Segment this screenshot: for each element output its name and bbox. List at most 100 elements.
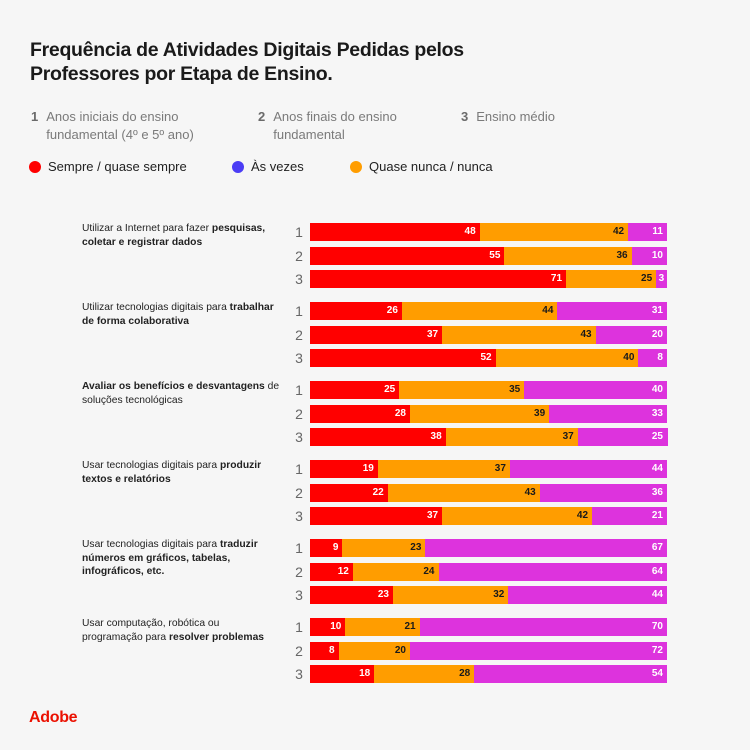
- bar-segment-sempre: [310, 381, 400, 399]
- bar-value-label: 10: [330, 621, 342, 632]
- bar-value-label: 11: [652, 226, 663, 237]
- stage-number: 2: [258, 109, 266, 124]
- bar-segment-as-vezes: [549, 404, 668, 423]
- bar-value-label: 54: [651, 668, 663, 679]
- bar-segment-quase-nunca: [387, 483, 541, 502]
- bar-value-label: 35: [509, 384, 521, 395]
- legend-dot-icon: [350, 160, 362, 173]
- bar-segment-as-vezes: [595, 325, 668, 344]
- bar-value-label: 48: [464, 226, 476, 237]
- bar-segment-quase-nunca: [409, 404, 550, 423]
- bar-value-label: 44: [542, 305, 554, 316]
- category-label-text: Usar tecnologias digitais para: [82, 539, 220, 550]
- stage-row-number: 1: [295, 382, 303, 398]
- bar-value-label: 3: [658, 273, 665, 284]
- bar-segment-sempre: [310, 428, 447, 446]
- bar-segment-as-vezes: [638, 349, 668, 367]
- bar-value-label: 26: [386, 305, 398, 316]
- stage-row-number: 3: [295, 587, 303, 603]
- category-label: Usar tecnologias digitais para produzir …: [82, 459, 282, 486]
- bar-segment-sempre: [310, 404, 411, 423]
- stage-number: 1: [31, 109, 39, 124]
- bar-segment-as-vezes: [524, 381, 668, 399]
- legend-dot-icon: [29, 160, 41, 173]
- bar-value-label: 43: [524, 486, 536, 498]
- bar-value-label: 8: [328, 644, 335, 656]
- category-label-text: Usar tecnologias digitais para: [82, 460, 220, 471]
- stage-label: Anos finais do ensino fundamental: [273, 109, 397, 142]
- bar-value-label: 40: [623, 352, 635, 363]
- legend-dot-icon: [232, 160, 244, 173]
- stage-label: Anos iniciais do ensino fundamental (4º …: [46, 109, 194, 142]
- category-label-bold: resolver problemas: [169, 631, 265, 643]
- bar-segment-sempre: [310, 618, 346, 636]
- stage-row-number: 2: [295, 405, 303, 422]
- stage-row-number: 2: [295, 563, 303, 580]
- category-label-bold: Avaliar os benefícios e desvantagens: [82, 381, 265, 392]
- bar-segment-quase-nunca: [392, 586, 509, 604]
- bar-segment-quase-nunca: [479, 223, 629, 241]
- bar-segment-sempre: [310, 223, 481, 241]
- bar-value-label: 21: [651, 510, 663, 521]
- bar-value-label: 37: [426, 328, 439, 340]
- bar-segment-quase-nunca: [445, 428, 579, 446]
- bar-segment-as-vezes: [509, 460, 668, 478]
- legend-item-sempre: Sempre / quase sempre: [29, 159, 187, 174]
- bar-value-label: 42: [576, 510, 589, 521]
- legend-label: Quase nunca / nunca: [369, 159, 493, 174]
- bar-segment-quase-nunca: [504, 246, 633, 265]
- bar-value-label: 25: [384, 384, 396, 395]
- stage-row-number: 3: [295, 429, 303, 445]
- bar-segment-as-vezes: [539, 483, 668, 502]
- bar-segment-sempre: [310, 641, 340, 660]
- bar-value-label: 21: [404, 621, 416, 632]
- bar-segment-quase-nunca: [342, 539, 426, 557]
- bar-segment-as-vezes: [474, 665, 668, 683]
- bar-value-label: 18: [359, 668, 371, 679]
- category-label: Utilizar tecnologias digitais para traba…: [82, 301, 282, 328]
- category-label: Usar tecnologias digitais para traduzir …: [82, 538, 282, 579]
- stage-number: 3: [461, 109, 469, 124]
- category-label-text: de soluções tecnológicas: [82, 381, 280, 406]
- category-label-text: Utilizar tecnologias digitais para: [82, 302, 230, 313]
- bar-value-label: 20: [651, 328, 663, 340]
- bar-value-label: 28: [459, 668, 471, 679]
- chart-title: Frequência de Atividades Digitais Pedida…: [30, 39, 464, 85]
- stage-row-number: 3: [295, 666, 303, 682]
- bar-segment-as-vezes: [438, 562, 668, 581]
- category-label: Avaliar os benefícios e desvantagens de …: [82, 380, 282, 407]
- bar-segment-sempre: [310, 483, 389, 502]
- bar-segment-quase-nunca: [338, 641, 411, 660]
- category-label-bold: produzir textos e relatórios: [82, 460, 262, 485]
- stage-row-number: 3: [295, 350, 303, 366]
- bar-value-label: 37: [562, 431, 574, 442]
- bar-value-label: 28: [394, 407, 406, 419]
- stage-legend-3: 3 Ensino médio: [461, 108, 621, 126]
- stage-row-number: 1: [295, 224, 303, 240]
- bar-segment-as-vezes: [656, 270, 668, 288]
- bar-segment-sempre: [310, 302, 403, 320]
- adobe-logo: Adobe: [29, 709, 78, 726]
- stage-row-number: 1: [295, 461, 303, 477]
- bar-segment-quase-nunca: [442, 325, 597, 344]
- bar-value-label: 36: [651, 486, 663, 498]
- bar-value-label: 20: [394, 644, 406, 656]
- bar-segment-as-vezes: [628, 223, 668, 241]
- bar-segment-as-vezes: [631, 246, 668, 265]
- stage-row-number: 1: [295, 619, 303, 635]
- bar-segment-as-vezes: [508, 586, 668, 604]
- bar-value-label: 23: [377, 589, 389, 600]
- bar-segment-sempre: [310, 349, 497, 367]
- bar-segment-quase-nunca: [566, 270, 657, 288]
- stage-row-number: 1: [295, 303, 303, 319]
- bar-segment-quase-nunca: [401, 302, 558, 320]
- category-label-bold: pesquisas, coletar e registrar dados: [82, 223, 266, 248]
- bar-value-label: 72: [651, 644, 663, 656]
- bar-value-label: 36: [616, 249, 628, 261]
- bar-value-label: 9: [332, 542, 339, 553]
- legend-item-as-vezes: Às vezes: [232, 159, 304, 174]
- stage-row-number: 2: [295, 484, 303, 501]
- stage-label: Ensino médio: [476, 109, 556, 124]
- category-label: Utilizar a Internet para fazer pesquisas…: [82, 222, 282, 249]
- bar-value-label: 31: [651, 305, 663, 316]
